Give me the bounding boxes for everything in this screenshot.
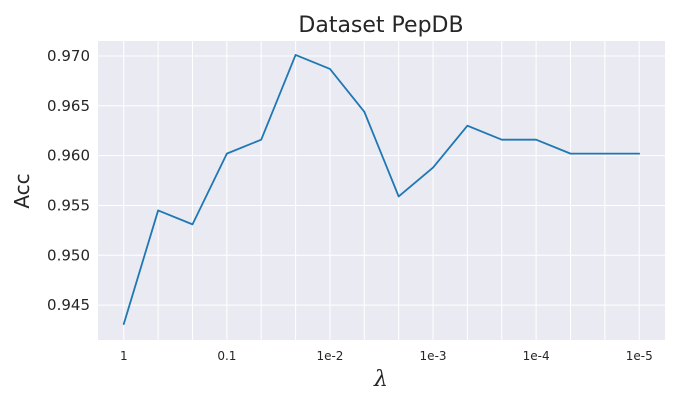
x-axis-label: λ [373, 367, 388, 392]
y-tick-label: 0.955 [47, 196, 90, 214]
x-tick-label: 1e-2 [316, 349, 343, 363]
y-axis-label: Acc [10, 173, 34, 208]
y-tick-label: 0.950 [47, 246, 90, 264]
x-gridlines [123, 41, 640, 340]
y-tick-label: 0.970 [47, 47, 90, 65]
x-tick-labels: 1 0.1 1e-2 1e-3 1e-4 1e-5 [120, 349, 653, 363]
x-tick-label: 1 [120, 349, 128, 363]
chart-title: Dataset PepDB [298, 13, 463, 38]
y-tick-label: 0.965 [47, 97, 90, 115]
y-tick-label: 0.960 [47, 147, 90, 165]
x-tick-label: 0.1 [217, 349, 236, 363]
series-layer [122, 54, 641, 325]
x-tick-label: 1e-4 [523, 349, 550, 363]
x-tick-label: 1e-5 [626, 349, 653, 363]
y-tick-label: 0.945 [47, 296, 90, 314]
y-tick-labels: 0.945 0.950 0.955 0.960 0.965 0.970 [47, 47, 90, 314]
plot-area [98, 41, 665, 340]
x-tick-label: 1e-3 [420, 349, 447, 363]
series-line [122, 54, 641, 325]
